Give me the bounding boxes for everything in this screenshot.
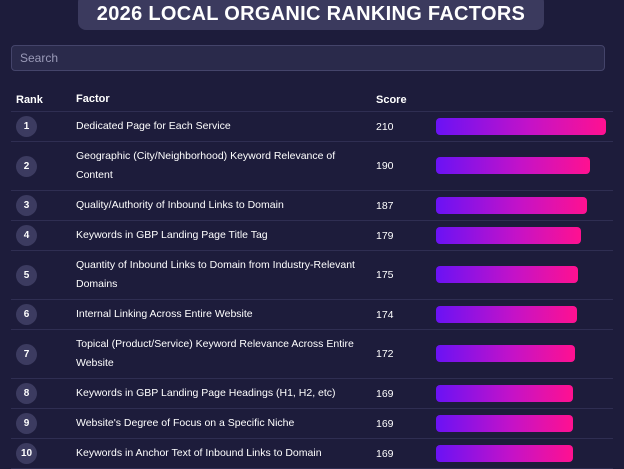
bar-cell bbox=[436, 384, 613, 403]
factor-cell: Quality/Authority of Inbound Links to Do… bbox=[76, 199, 284, 211]
rank-badge: 1 bbox=[16, 116, 37, 137]
rank-cell: 10 bbox=[11, 443, 76, 464]
rank-badge: 9 bbox=[16, 413, 37, 434]
score-bar bbox=[436, 345, 576, 362]
score-cell: 210 bbox=[376, 120, 394, 133]
column-header[interactable]: Rank bbox=[16, 93, 43, 106]
header-row: Rank Factor Score bbox=[11, 88, 613, 112]
search-box[interactable]: Search bbox=[11, 45, 605, 71]
bar-cell bbox=[436, 414, 613, 433]
bar-cell bbox=[436, 196, 613, 215]
bar-cell bbox=[436, 266, 613, 284]
title: 2026 LOCAL ORGANIC RANKING FACTORS bbox=[78, 0, 544, 30]
score-bar bbox=[436, 226, 581, 244]
factor-cell: Topical (Product/Service) Keyword Releva… bbox=[76, 338, 354, 369]
bar-header bbox=[436, 91, 613, 109]
column-header[interactable]: Factor bbox=[76, 93, 110, 105]
bar-cell bbox=[436, 444, 613, 463]
rank-cell: 8 bbox=[11, 383, 76, 404]
rank-cell: 3 bbox=[11, 195, 76, 216]
score-cell: 190 bbox=[376, 160, 394, 172]
table-row: 7 Topical (Product/Service) Keyword Relev… bbox=[11, 330, 613, 379]
ranking-table: Rank Factor Score 1 Dedicated Page for Ea… bbox=[11, 88, 613, 469]
score-cell: 169 bbox=[376, 447, 394, 460]
rank-badge: 8 bbox=[16, 383, 37, 404]
factor-cell: Internal Linking Across Entire Website bbox=[76, 308, 253, 320]
score-bar bbox=[436, 444, 573, 462]
table-row: 3 Quality/Authority of Inbound Links to D… bbox=[11, 191, 613, 221]
rank-badge: 7 bbox=[16, 343, 37, 365]
table-row: 6 Internal Linking Across Entire Website 1… bbox=[11, 300, 613, 330]
rank-badge: 2 bbox=[16, 155, 37, 177]
table-row: 1 Dedicated Page for Each Service 210 bbox=[11, 112, 613, 142]
score-cell: 175 bbox=[376, 269, 394, 281]
score-cell: 187 bbox=[376, 199, 394, 212]
table-row: 10 Keywords in Anchor Text of Inbound Lin… bbox=[11, 439, 613, 469]
column-header[interactable]: Score bbox=[376, 93, 407, 106]
factor-cell: Geographic (City/Neighborhood) Keyword R… bbox=[76, 150, 336, 181]
table-row: 2 Geographic (City/Neighborhood) Keyword … bbox=[11, 142, 613, 191]
score-bar bbox=[436, 157, 590, 174]
table-row: 5 Quantity of Inbound Links to Domain fro… bbox=[11, 251, 613, 300]
score-cell: 169 bbox=[376, 387, 394, 400]
rank-cell: 1 bbox=[11, 116, 76, 137]
rank-badge: 6 bbox=[16, 304, 37, 325]
rank-badge: 3 bbox=[16, 195, 37, 216]
bar-cell bbox=[436, 117, 613, 136]
factor-cell: Keywords in GBP Landing Page Headings (H… bbox=[76, 387, 336, 399]
bar-cell bbox=[436, 226, 613, 245]
rank-cell: 9 bbox=[11, 413, 76, 434]
table-row: 4 Keywords in GBP Landing Page Title Tag 1… bbox=[11, 221, 613, 251]
bar-cell bbox=[436, 305, 613, 324]
factor-cell: Keywords in Anchor Text of Inbound Links… bbox=[76, 447, 322, 459]
rank-cell: 4 bbox=[11, 225, 76, 246]
score-bar bbox=[436, 305, 577, 323]
bar-cell bbox=[436, 345, 613, 363]
bar-cell bbox=[436, 157, 613, 175]
factor-cell: Website's Degree of Focus on a Specific … bbox=[76, 417, 295, 429]
score-cell: 174 bbox=[376, 308, 394, 321]
score-bar bbox=[436, 414, 573, 432]
rank-cell: 2 bbox=[11, 155, 76, 177]
score-bar bbox=[436, 384, 573, 402]
rank-cell: 6 bbox=[11, 304, 76, 325]
rank-badge: 4 bbox=[16, 225, 37, 246]
score-bar bbox=[436, 266, 578, 283]
factor-cell: Keywords in GBP Landing Page Title Tag bbox=[76, 229, 268, 241]
factor-cell: Dedicated Page for Each Service bbox=[76, 120, 231, 132]
factor-cell: Quantity of Inbound Links to Domain from… bbox=[76, 259, 355, 290]
score-cell: 169 bbox=[376, 417, 394, 430]
table-row: 9 Website's Degree of Focus on a Specific… bbox=[11, 409, 613, 439]
rank-badge: 5 bbox=[16, 264, 37, 286]
score-bar bbox=[436, 117, 606, 135]
rank-cell: 5 bbox=[11, 264, 76, 286]
score-bar bbox=[436, 196, 588, 214]
rank-badge: 10 bbox=[16, 443, 37, 464]
score-cell: 172 bbox=[376, 348, 394, 360]
score-cell: 179 bbox=[376, 229, 394, 242]
table-row: 8 Keywords in GBP Landing Page Headings (… bbox=[11, 379, 613, 409]
rank-cell: 7 bbox=[11, 343, 76, 365]
